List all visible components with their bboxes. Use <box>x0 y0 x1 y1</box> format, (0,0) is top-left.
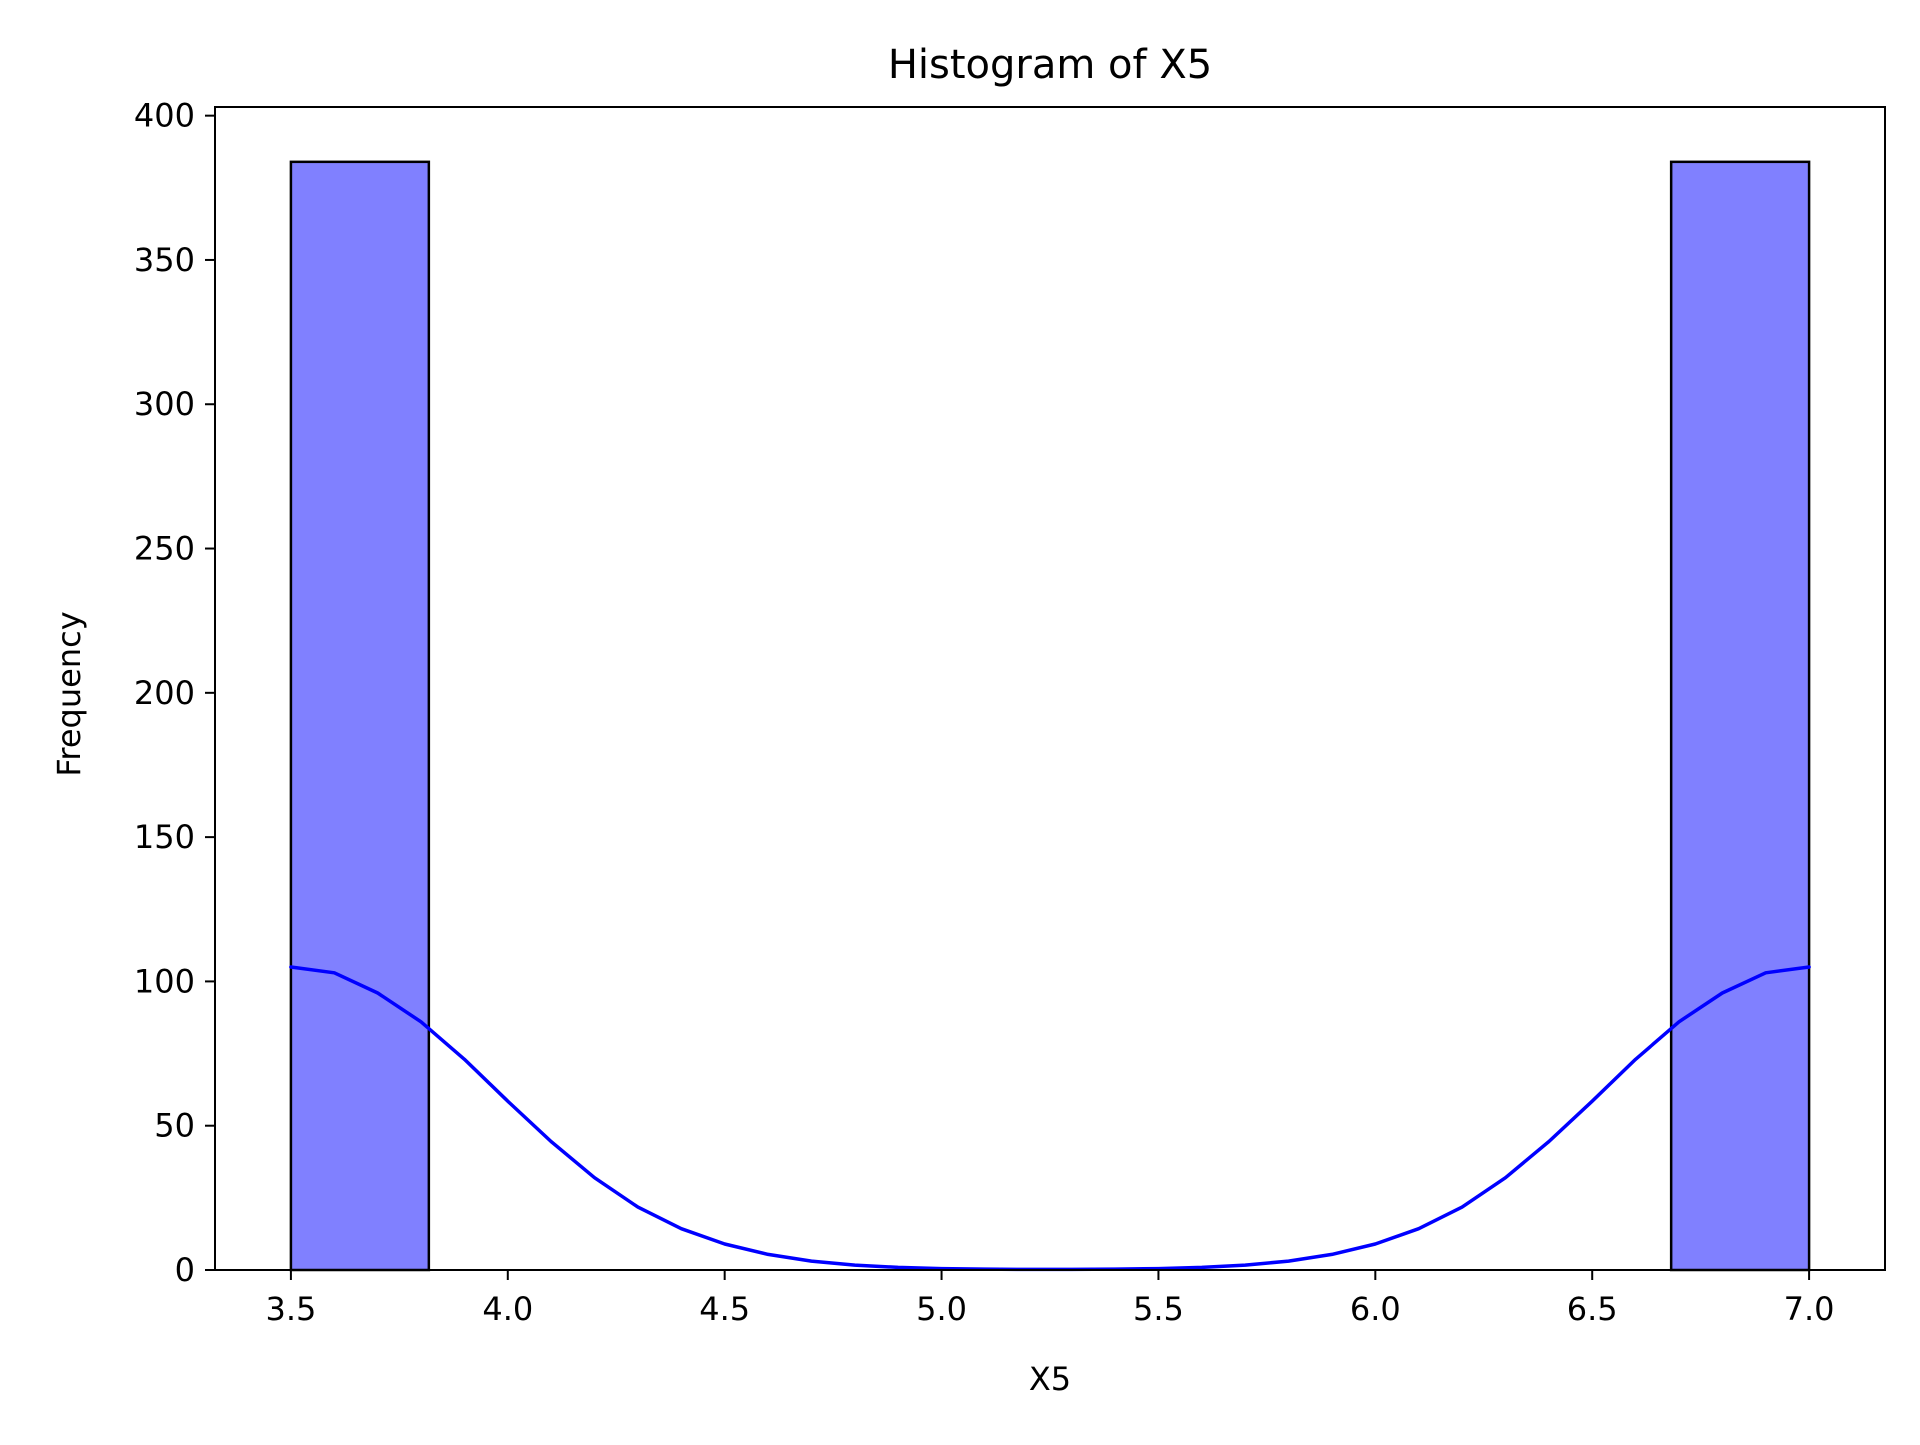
x-tick-label: 6.0 <box>1350 1290 1401 1328</box>
y-tick-label: 350 <box>134 241 195 279</box>
histogram-bar-0 <box>289 160 431 1272</box>
y-tick-label: 150 <box>134 818 195 856</box>
y-tick-label: 400 <box>134 97 195 135</box>
x-tick-label: 5.5 <box>1133 1290 1184 1328</box>
x-axis-label: X5 <box>1029 1360 1071 1398</box>
chart-title: Histogram of X5 <box>888 42 1212 88</box>
y-tick-label: 50 <box>154 1107 195 1145</box>
y-tick-label: 300 <box>134 385 195 423</box>
histogram-bar-10 <box>1669 160 1811 1272</box>
x-tick-label: 4.5 <box>699 1290 750 1328</box>
y-axis-label: Frequency <box>50 611 88 776</box>
y-tick-label: 200 <box>134 674 195 712</box>
x-axis-ticks: 3.5 4.0 4.5 5.0 5.5 6.0 6.5 7.0 <box>265 1270 1835 1328</box>
x-tick-label: 7.0 <box>1784 1290 1835 1328</box>
y-axis-ticks: 0 50 100 150 200 250 300 350 400 <box>134 97 215 1289</box>
plot-frame <box>214 106 1886 1271</box>
y-tick-label: 100 <box>134 962 195 1000</box>
x-tick-label: 6.5 <box>1567 1290 1618 1328</box>
x-tick-label: 3.5 <box>265 1290 316 1328</box>
y-tick-label: 250 <box>134 530 195 568</box>
kde-layer <box>289 965 1811 1272</box>
x-tick-label: 4.0 <box>482 1290 533 1328</box>
x-tick-label: 5.0 <box>916 1290 967 1328</box>
kde-line <box>289 965 1811 1272</box>
y-tick-label: 0 <box>175 1251 195 1289</box>
bars-layer <box>289 160 1811 1272</box>
